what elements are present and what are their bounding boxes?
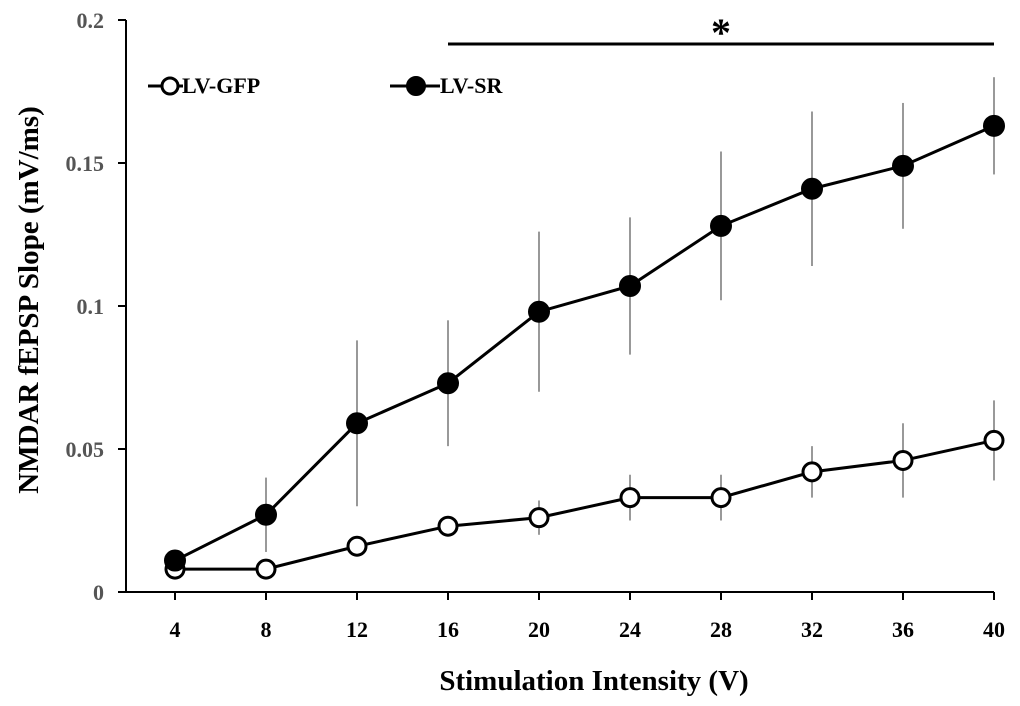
data-point-lv-gfp (710, 487, 732, 509)
data-point-lv-sr (710, 214, 732, 237)
x-tick-label: 20 (528, 617, 550, 642)
x-tick-label: 32 (801, 617, 823, 642)
series-lines (174, 124, 995, 571)
data-point-lv-sr (801, 177, 823, 200)
data-point-lv-gfp (255, 558, 277, 580)
data-point-lv-gfp (528, 507, 550, 529)
series-line-lv-sr (174, 124, 995, 562)
series-points (164, 114, 1005, 580)
x-ticks: 4 8 12 16 20 24 28 32 36 40 (170, 592, 1005, 642)
x-tick-label: 40 (983, 617, 1005, 642)
x-tick-label: 8 (261, 617, 272, 642)
legend-item-lv-sr: LV-SR (390, 73, 503, 98)
x-tick-label: 12 (346, 617, 368, 642)
data-point-lv-sr (983, 114, 1005, 137)
x-tick-label: 16 (437, 617, 459, 642)
data-point-lv-sr (255, 503, 277, 526)
y-tick-label: 0.2 (77, 8, 105, 33)
data-point-lv-gfp (983, 429, 1005, 451)
data-point-lv-sr (437, 372, 459, 395)
data-point-lv-gfp (801, 461, 823, 483)
data-point-lv-sr (892, 154, 914, 177)
y-ticks: 0 0.05 0.1 0.15 0.2 (66, 8, 126, 605)
data-point-lv-gfp (346, 535, 368, 557)
y-tick-label: 0.1 (77, 294, 105, 319)
series-line-lv-gfp (175, 438, 995, 571)
x-tick-label: 24 (619, 617, 641, 642)
significance-marker: * (448, 10, 994, 55)
data-point-lv-gfp (619, 487, 641, 509)
x-tick-label: 4 (170, 617, 181, 642)
x-tick-label: 28 (710, 617, 732, 642)
x-axis-title: Stimulation Intensity (V) (439, 665, 748, 697)
y-tick-label: 0.05 (66, 437, 105, 462)
data-point-lv-sr (619, 274, 641, 297)
legend: LV-GFP LV-SR (148, 73, 503, 98)
legend-item-lv-gfp: LV-GFP (148, 73, 260, 98)
legend-marker-lv-gfp (160, 76, 180, 96)
data-point-lv-sr (164, 549, 186, 572)
legend-marker-lv-sr (406, 76, 426, 96)
significance-label: * (711, 10, 731, 55)
y-axis-title: NMDAR fEPSP Slope (mV/ms) (13, 106, 45, 493)
data-point-lv-sr (528, 300, 550, 323)
error-bars (265, 77, 995, 552)
y-tick-label: 0 (93, 580, 104, 605)
data-point-lv-gfp (437, 515, 459, 537)
data-point-lv-gfp (892, 449, 914, 471)
y-tick-label: 0.15 (66, 151, 105, 176)
data-point-lv-sr (346, 412, 368, 435)
legend-label-lv-sr: LV-SR (440, 73, 503, 98)
x-tick-label: 36 (892, 617, 914, 642)
legend-label-lv-gfp: LV-GFP (182, 73, 260, 98)
